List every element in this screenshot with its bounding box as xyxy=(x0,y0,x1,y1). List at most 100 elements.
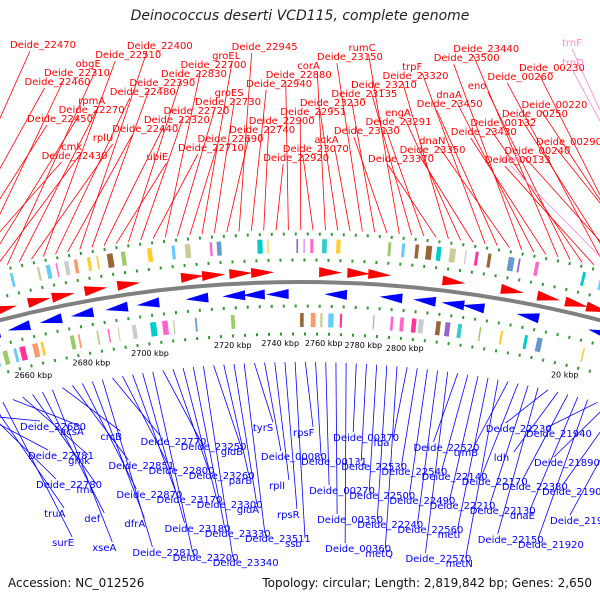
reverse-gene-label: Deide_23340 xyxy=(213,558,279,569)
forward-label-connector xyxy=(487,91,571,260)
forward-label-connector xyxy=(0,124,48,200)
forward-gene-label: Deide_00133 xyxy=(485,155,551,166)
forward-label-connector xyxy=(538,73,600,196)
forward-gene-label: trpF xyxy=(402,62,422,73)
forward-gene-label: Deide_00132 xyxy=(470,118,536,129)
reverse-gene-label: Deide_22560 xyxy=(397,525,463,536)
forward-gene-label: Deide_22940 xyxy=(246,79,312,90)
forward-label-connector xyxy=(385,127,425,237)
function-block xyxy=(456,323,463,339)
forward-label-connector xyxy=(524,156,600,242)
reverse-gene-arrow xyxy=(39,313,63,324)
forward-gene-label: ubiE xyxy=(146,152,168,163)
function-block xyxy=(9,272,16,288)
forward-label-connector xyxy=(0,161,62,233)
forward-label-connector xyxy=(436,109,498,246)
forward-gene-label: Deide_00240 xyxy=(504,146,570,157)
forward-label-connector xyxy=(226,135,250,233)
reverse-label-connector xyxy=(274,362,290,481)
reverse-gene-label: Deide_22851 xyxy=(108,461,174,472)
forward-gene-label: Deide_22900 xyxy=(249,116,315,127)
forward-gene-label: dnaN xyxy=(419,136,445,147)
forward-gene-label: eno xyxy=(468,81,487,92)
reverse-label-connector xyxy=(360,363,367,462)
forward-gene-label: ackA xyxy=(314,135,338,146)
reverse-gene-label: Deide_22781 xyxy=(28,451,94,462)
forward-label-connector xyxy=(555,147,600,204)
reverse-gene-arrow xyxy=(324,289,348,300)
forward-label-connector xyxy=(103,125,165,246)
forward-gene-label: Deide_22270 xyxy=(59,105,125,116)
reverse-label-connector xyxy=(433,373,459,443)
forward-gene-label: Deide_22320 xyxy=(144,115,210,126)
reverse-gene-label: Deide_21890 xyxy=(534,458,600,469)
reverse-label-connector xyxy=(521,394,569,482)
forward-gene-label: corA xyxy=(297,61,320,72)
forward-label-connector xyxy=(368,53,400,235)
forward-gene-label: cmk xyxy=(61,142,82,153)
tick-label: 2680 kbp xyxy=(73,358,111,367)
reverse-gene-label: Deide_23250 xyxy=(181,442,247,453)
reverse-label-connector xyxy=(553,411,600,458)
reverse-label-connector xyxy=(392,367,408,438)
reverse-gene-label: Deide_22210 xyxy=(430,501,496,512)
reverse-gene-label: Deide_23170 xyxy=(157,495,223,506)
forward-label-connector xyxy=(177,107,216,237)
forward-gene-arrow xyxy=(347,267,371,278)
forward-gene-label: Deide_00260 xyxy=(487,72,553,83)
function-block xyxy=(107,328,112,343)
forward-label-connector xyxy=(55,97,131,255)
reverse-gene-label: Deide_23260 xyxy=(189,471,255,482)
reverse-label-connector xyxy=(192,367,226,529)
function-block xyxy=(69,335,77,350)
forward-label-connector xyxy=(140,116,184,241)
tick-label: 2720 kbp xyxy=(214,341,252,350)
forward-label-connector xyxy=(91,88,150,248)
forward-gene-arrow xyxy=(229,269,253,280)
reverse-label-connector xyxy=(473,381,509,448)
forward-label-connector xyxy=(333,145,351,232)
function-block xyxy=(414,244,420,259)
reverse-label-connector xyxy=(213,365,242,447)
reverse-gene-label: Deide_00360 xyxy=(325,544,391,555)
reverse-gene-label: Deide_22570 xyxy=(405,554,471,565)
forward-label-connector xyxy=(455,100,535,253)
function-block xyxy=(63,260,71,276)
forward-gene-label: Deide_22880 xyxy=(266,70,332,81)
forward-label-connector xyxy=(238,52,253,232)
reverse-gene-arrow xyxy=(588,329,600,336)
function-block xyxy=(117,327,121,342)
forward-gene-label: rumC xyxy=(348,43,375,54)
function-block xyxy=(13,348,20,363)
forward-label-connector xyxy=(43,60,116,257)
forward-label-connector xyxy=(387,164,437,238)
reverse-label-connector xyxy=(81,383,137,490)
reverse-gene-label: Deide_00080 xyxy=(261,452,327,463)
tick-label: 2800 kbp xyxy=(386,344,424,353)
reverse-gene-arrow xyxy=(516,313,540,324)
reverse-gene-label: rpsR xyxy=(277,510,300,521)
forward-label-connector xyxy=(67,134,133,252)
function-block xyxy=(435,246,442,262)
forward-gene-label: Deide_22400 xyxy=(127,41,193,52)
function-block xyxy=(161,320,170,336)
function-block xyxy=(389,316,394,331)
reverse-label-connector xyxy=(497,387,539,535)
forward-gene-label: Deide_00290 xyxy=(536,137,600,148)
forward-gene-arrow xyxy=(26,298,51,308)
reverse-gene-label: fmt xyxy=(76,485,93,496)
tick-label: 20 kbp xyxy=(551,370,579,379)
reverse-label-connector xyxy=(537,399,589,540)
function-block xyxy=(448,248,457,263)
reverse-gene-label: crcB xyxy=(100,432,122,443)
reverse-label-connector xyxy=(294,361,306,539)
reverse-gene-arrow xyxy=(413,296,437,307)
function-block xyxy=(120,251,127,266)
forward-gene-label: Deide_22830 xyxy=(161,69,227,80)
forward-gene-arrow xyxy=(201,270,226,281)
forward-gene-label: Deide_22720 xyxy=(163,106,229,117)
function-block xyxy=(45,264,53,280)
forward-label-connector xyxy=(285,80,289,231)
